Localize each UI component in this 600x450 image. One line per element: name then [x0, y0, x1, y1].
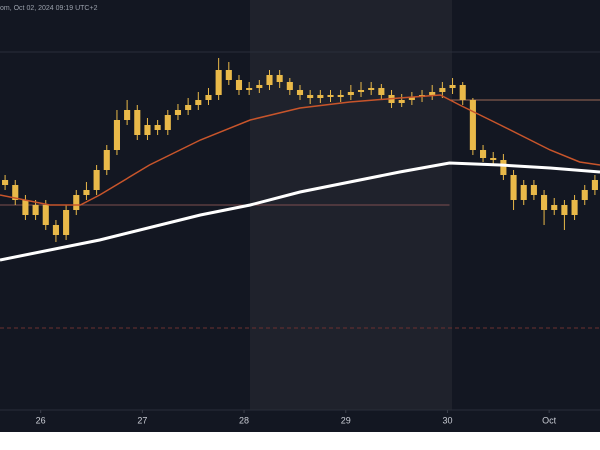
candle-body [429, 92, 436, 95]
candle-body [286, 82, 293, 90]
candle-body [2, 180, 9, 185]
candle-body [449, 85, 456, 88]
candle-body [103, 150, 110, 170]
candle-body [378, 88, 385, 95]
x-axis-band [0, 410, 600, 432]
candle-body [439, 88, 446, 92]
candle-body [327, 95, 334, 97]
candle-body [408, 97, 415, 100]
candle-body [42, 205, 49, 225]
moving-average [0, 94, 600, 206]
candle-body [581, 190, 588, 200]
candle-body [317, 95, 324, 98]
subtitle: om, Oct 02, 2024 09:19 UTC+2 [0, 5, 98, 12]
candle-body [510, 175, 517, 200]
candle-body [541, 195, 548, 210]
x-tick-label: 27 [137, 415, 147, 425]
candle-body [52, 225, 59, 235]
candle-body [337, 95, 344, 97]
x-tick-label: 30 [442, 415, 452, 425]
candle-body [174, 110, 182, 115]
candle-body [520, 185, 527, 200]
x-tick-label: Oct [542, 415, 557, 425]
candle-body [93, 170, 100, 190]
candle-body [276, 75, 283, 82]
x-tick-label: 26 [36, 415, 46, 425]
candle-body [22, 200, 29, 215]
candle-body [530, 185, 537, 195]
candle-body [266, 75, 273, 85]
candle-body [73, 195, 80, 210]
x-tick-label: 28 [239, 415, 249, 425]
candle-body [296, 90, 304, 95]
candle-body [571, 200, 578, 215]
candle-body [154, 125, 161, 130]
candle-body [469, 100, 476, 150]
candle-body [205, 95, 212, 100]
candle-body [246, 88, 253, 90]
candle-body [215, 70, 222, 95]
candle-body [490, 158, 497, 160]
candle-body [368, 88, 375, 90]
candle-body [480, 150, 487, 158]
candle-body [307, 95, 314, 98]
candle-body [256, 85, 263, 88]
candle-body [164, 115, 171, 130]
candle-body [500, 160, 507, 175]
candle-body [195, 100, 202, 105]
candle-body [12, 185, 19, 200]
candle-body [357, 90, 365, 92]
candle-body [591, 180, 598, 190]
candle-body [144, 125, 151, 135]
x-tick-label: 29 [341, 415, 351, 425]
moving-average [0, 161, 600, 262]
candle-body [134, 110, 141, 135]
candle-body [459, 85, 466, 100]
candle-body [225, 70, 232, 80]
candle-body [235, 80, 243, 90]
candle-body [32, 205, 39, 215]
candle-body [124, 110, 131, 120]
candle-body [83, 190, 90, 195]
candle-body [347, 92, 354, 95]
candle-body [185, 105, 192, 110]
candle-body [63, 210, 70, 235]
candle-body [551, 205, 558, 210]
candle-body [113, 120, 120, 150]
candle-body [398, 100, 405, 103]
candle-body [561, 205, 568, 215]
